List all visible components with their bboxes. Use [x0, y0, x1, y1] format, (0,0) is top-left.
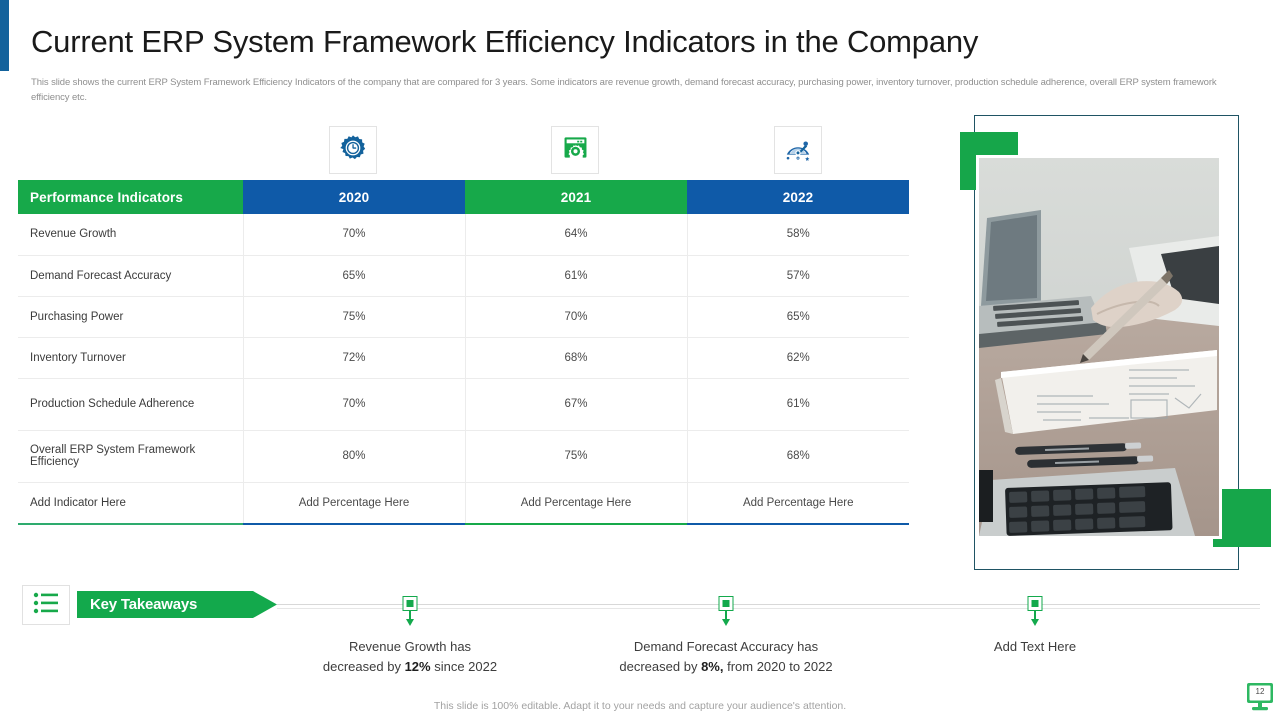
table-row: Production Schedule Adherence 70% 67% 61… [18, 378, 909, 431]
cell-2022: 58% [687, 214, 909, 256]
table-row: Purchasing Power 75% 70% 65% [18, 296, 909, 338]
table-header-row: Performance Indicators 2020 2021 2022 [18, 180, 909, 214]
page-title: Current ERP System Framework Efficiency … [31, 24, 979, 59]
column-header-2022: 2022 [687, 180, 909, 214]
takeaway-line1: Add Text Here [993, 639, 1077, 654]
takeaway-line2-post: from 2020 to 2022 [723, 658, 833, 674]
cell-indicator: Production Schedule Adherence [18, 378, 244, 431]
cell-indicator: Revenue Growth [18, 214, 244, 256]
key-takeaways-banner: Key Takeaways [77, 591, 277, 618]
cell-indicator: Add Indicator Here [18, 482, 244, 523]
cell-2022: Add Percentage Here [742, 496, 854, 509]
table-row: Overall ERP System Framework Efficiency … [18, 430, 909, 483]
performance-table: Performance Indicators 2020 2021 2022 Re… [18, 180, 909, 525]
takeaway-text: Demand Forecast Accuracy has decreased b… [576, 637, 876, 676]
cell-indicator: Purchasing Power [18, 296, 244, 338]
icon-box-2020 [329, 126, 377, 174]
footer-note: This slide is 100% editable. Adapt it to… [433, 700, 847, 712]
cell-2020: 70% [243, 214, 466, 256]
takeaway-line2-post: since 2022 [430, 658, 498, 674]
left-accent-bar [0, 0, 9, 71]
cell-2020: Add Percentage Here [243, 482, 466, 523]
takeaway-marker [402, 596, 418, 611]
monitor-icon [1243, 683, 1277, 717]
page-number-badge: 12 [1243, 681, 1277, 713]
takeaway-text: Add Text Here [885, 637, 1185, 657]
cell-2021: 70% [465, 296, 688, 338]
takeaway-text: Revenue Growth has decreased by 12% sinc… [260, 637, 560, 676]
gear-clock-icon [339, 134, 367, 167]
table-row: Demand Forecast Accuracy 65% 61% 57% [18, 255, 909, 297]
table-row: Revenue Growth 70% 64% 58% [18, 214, 909, 256]
takeaway-line2-pre: decreased by [322, 658, 405, 674]
speedometer-icon [784, 134, 812, 167]
photo-block [960, 113, 1271, 573]
icon-box-2022 [774, 126, 822, 174]
table-row: Inventory Turnover 72% 68% 62% [18, 337, 909, 379]
takeaway-line2-bold: 8%, [701, 658, 724, 674]
cell-indicator: Demand Forecast Accuracy [18, 255, 244, 297]
timeline-line [277, 604, 1260, 605]
cell-2021: 75% [465, 430, 688, 483]
takeaway-line2-pre: decreased by [619, 658, 702, 674]
cell-indicator: Inventory Turnover [18, 337, 244, 379]
banner-arrow-shape [77, 591, 277, 618]
cell-2022: 62% [687, 337, 909, 379]
cell-2021: 64% [465, 214, 688, 256]
cell-2020: 75% [243, 296, 466, 338]
cell-2020: 70% [243, 378, 466, 431]
cell-2021: 67% [465, 378, 688, 431]
timeline-line-secondary [277, 608, 1260, 609]
takeaway-marker [1027, 596, 1043, 611]
cell-indicator: Overall ERP System Framework Efficiency [18, 430, 244, 483]
frame-corner-top-right [974, 115, 1239, 570]
cell-2022: 57% [687, 255, 909, 297]
column-header-indicators: Performance Indicators [18, 180, 243, 214]
table-bottom-accent [18, 523, 909, 525]
cell-2020: 65% [243, 255, 466, 297]
page-number: 12 [1255, 687, 1265, 696]
column-header-2021: 2021 [465, 180, 687, 214]
cell-2020: 72% [243, 337, 466, 379]
takeaway-line2-bold: 12% [404, 658, 431, 674]
browser-settings-icon [562, 134, 589, 166]
key-takeaways-label: Key Takeaways [90, 596, 198, 613]
list-icon [33, 592, 59, 619]
takeaway-line1: Revenue Growth has [348, 639, 472, 654]
icon-box-2021 [551, 126, 599, 174]
takeaway-marker [718, 596, 734, 611]
cell-2021: 61% [465, 255, 688, 297]
frame-corner-bottom-left [974, 115, 1239, 570]
indicators-table: Performance Indicators 2020 2021 2022 Re… [18, 180, 909, 523]
cell-2021: Add Percentage Here [465, 482, 688, 523]
cell-2022: 65% [687, 296, 909, 338]
page-subtitle: This slide shows the current ERP System … [31, 77, 1217, 103]
cell-2021: 68% [465, 337, 688, 379]
green-square-bottom-right [1213, 489, 1271, 547]
cell-2022: 68% [687, 430, 909, 483]
column-header-2020: 2020 [243, 180, 465, 214]
cell-2022: 61% [687, 378, 909, 431]
desk-photo [976, 155, 1222, 539]
takeaway-line1: Demand Forecast Accuracy has [633, 639, 819, 654]
key-takeaways-icon-box [22, 585, 70, 625]
cell-2020: 80% [243, 430, 466, 483]
table-row: Add Indicator Here Add Percentage Here A… [18, 482, 909, 523]
